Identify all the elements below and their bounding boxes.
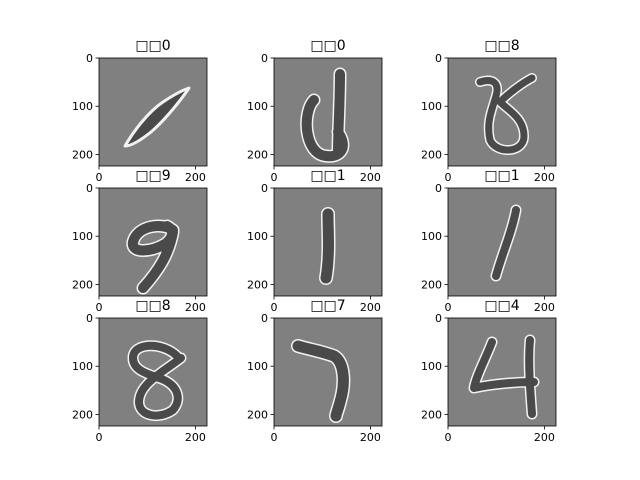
- y-tick-label: 100: [247, 100, 268, 113]
- x-tick-label: 0: [271, 431, 278, 444]
- subplot-title: □□4: [484, 298, 519, 314]
- digit-glyph-7: [291, 339, 351, 423]
- y-tick-label: 100: [72, 360, 93, 373]
- x-tick-label: 200: [360, 301, 381, 314]
- subplot-title: □□0: [310, 38, 345, 54]
- axes-frame: [273, 187, 383, 297]
- axes-frame: [98, 57, 208, 167]
- y-tick-label: 200: [247, 408, 268, 421]
- digit-glyph-8: [475, 73, 537, 155]
- y-tick-label: 0: [435, 52, 442, 65]
- subplot-title: □□1: [310, 168, 345, 184]
- y-tick-label: 200: [247, 148, 268, 161]
- y-tick-label: 0: [86, 52, 93, 65]
- subplot-title: □□8: [484, 38, 519, 54]
- image-background: [448, 318, 556, 426]
- subplot-title: □□7: [310, 298, 345, 314]
- x-tick-label: 0: [445, 171, 452, 184]
- y-tick-label: 0: [261, 312, 268, 325]
- axes-frame: [98, 317, 208, 427]
- y-tick-label: 100: [247, 360, 268, 373]
- image-background: [274, 318, 382, 426]
- y-tick-label: 0: [86, 312, 93, 325]
- digit-glyph-0: [300, 67, 350, 163]
- y-tick-label: 100: [421, 230, 442, 243]
- y-tick-label: 100: [421, 100, 442, 113]
- x-tick-label: 200: [185, 171, 206, 184]
- y-tick-label: 0: [261, 182, 268, 195]
- x-tick-label: 200: [534, 171, 555, 184]
- axes-frame: [98, 187, 208, 297]
- subplot-title: □□8: [135, 298, 170, 314]
- axes-frame: [447, 57, 557, 167]
- y-tick-label: 200: [72, 148, 93, 161]
- x-tick-label: 0: [445, 431, 452, 444]
- axes-frame: [273, 317, 383, 427]
- x-tick-label: 200: [185, 431, 206, 444]
- axes-frame: [273, 57, 383, 167]
- y-tick-label: 0: [435, 182, 442, 195]
- image-background: [274, 58, 382, 166]
- y-tick-label: 0: [86, 182, 93, 195]
- x-tick-label: 200: [185, 301, 206, 314]
- subplot-title: □□1: [484, 168, 519, 184]
- digit-glyph-1: [319, 207, 336, 285]
- x-tick-label: 200: [360, 431, 381, 444]
- x-tick-label: 200: [534, 301, 555, 314]
- digit-glyph-8: [127, 340, 187, 422]
- x-tick-label: 0: [445, 301, 452, 314]
- axes-frame: [447, 187, 557, 297]
- y-tick-label: 0: [435, 312, 442, 325]
- y-tick-label: 0: [261, 52, 268, 65]
- subplot-title: □□9: [135, 168, 170, 184]
- x-tick-label: 200: [360, 171, 381, 184]
- axes-frame: [447, 317, 557, 427]
- x-tick-label: 200: [534, 431, 555, 444]
- subplot-title: □□0: [135, 38, 170, 54]
- y-tick-label: 100: [72, 230, 93, 243]
- y-tick-label: 100: [72, 100, 93, 113]
- digit-glyph-0: [123, 86, 191, 148]
- x-tick-label: 0: [271, 171, 278, 184]
- y-tick-label: 200: [72, 408, 93, 421]
- y-tick-label: 200: [247, 278, 268, 291]
- y-tick-label: 200: [421, 278, 442, 291]
- digit-glyph-1: [490, 204, 522, 282]
- x-tick-label: 0: [96, 431, 103, 444]
- y-tick-label: 200: [72, 278, 93, 291]
- x-tick-label: 0: [96, 301, 103, 314]
- y-tick-label: 200: [421, 148, 442, 161]
- digit-glyph-9: [126, 219, 180, 295]
- y-tick-label: 100: [247, 230, 268, 243]
- x-tick-label: 0: [96, 171, 103, 184]
- y-tick-label: 100: [421, 360, 442, 373]
- y-tick-label: 200: [421, 408, 442, 421]
- x-tick-label: 0: [271, 301, 278, 314]
- digit-glyph-4: [468, 334, 540, 420]
